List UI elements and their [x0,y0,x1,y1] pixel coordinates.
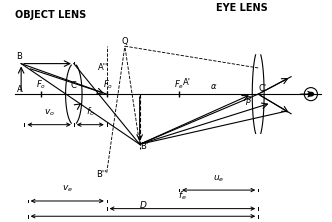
Text: $\alpha$: $\alpha$ [210,82,217,91]
Text: $F_e$: $F_e$ [174,79,184,91]
Text: EYE LENS: EYE LENS [216,3,268,13]
Text: $f_o$: $f_o$ [86,106,95,118]
Text: $D$: $D$ [139,199,147,210]
Text: $\beta$: $\beta$ [245,94,252,107]
Text: A': A' [183,78,192,87]
Text: C': C' [258,84,266,93]
Text: B': B' [140,142,149,151]
Text: Q: Q [122,37,128,46]
Text: A'': A'' [98,63,109,72]
Text: $u_e$: $u_e$ [213,173,224,184]
Text: OBJECT LENS: OBJECT LENS [15,10,86,20]
Text: $F_o$: $F_o$ [36,79,46,91]
Circle shape [308,92,313,96]
Text: $f_e$: $f_e$ [178,190,187,202]
Text: B: B [17,52,23,61]
Text: A: A [17,85,22,94]
Text: B'': B'' [97,170,107,179]
Text: $v_o$: $v_o$ [44,108,54,118]
Text: $v_e$: $v_e$ [62,184,73,194]
Text: C: C [71,81,77,90]
Text: $F_o$: $F_o$ [103,79,114,91]
